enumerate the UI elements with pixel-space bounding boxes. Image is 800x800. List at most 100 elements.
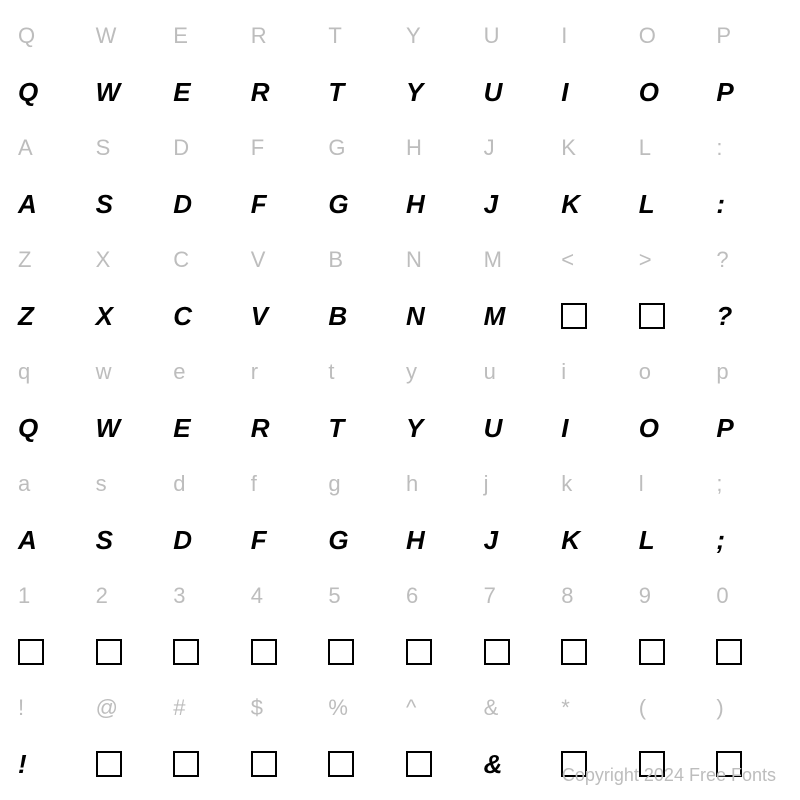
ref-char: M xyxy=(484,247,502,273)
ref-char: o xyxy=(639,359,651,385)
glyph-cell xyxy=(167,624,245,680)
ref-char: k xyxy=(561,471,572,497)
glyph-char: H xyxy=(406,189,426,220)
ref-char: < xyxy=(561,247,574,273)
glyph-cell xyxy=(12,624,90,680)
ref-char: D xyxy=(173,135,189,161)
ref-char: d xyxy=(173,471,185,497)
missing-glyph-box xyxy=(406,751,432,777)
glyph-char: Y xyxy=(406,413,424,444)
ref-cell: p xyxy=(710,344,788,400)
ref-cell: R xyxy=(245,8,323,64)
ref-cell: ; xyxy=(710,456,788,512)
ref-char: ) xyxy=(716,695,723,721)
glyph-cell: S xyxy=(90,512,168,568)
ref-cell: q xyxy=(12,344,90,400)
ref-char: Y xyxy=(406,23,421,49)
ref-char: u xyxy=(484,359,496,385)
ref-cell: 1 xyxy=(12,568,90,624)
ref-cell: o xyxy=(633,344,711,400)
glyph-char: O xyxy=(639,77,660,108)
glyph-char: U xyxy=(484,77,504,108)
ref-cell: : xyxy=(710,120,788,176)
glyph-char: V xyxy=(251,301,269,332)
glyph-cell xyxy=(245,624,323,680)
ref-cell: S xyxy=(90,120,168,176)
ref-char: 9 xyxy=(639,583,651,609)
glyph-char: P xyxy=(716,77,734,108)
ref-char: 2 xyxy=(96,583,108,609)
glyph-cell: W xyxy=(90,400,168,456)
glyph-cell xyxy=(400,736,478,792)
glyph-cell xyxy=(90,736,168,792)
ref-cell: E xyxy=(167,8,245,64)
glyph-cell: J xyxy=(478,512,556,568)
ref-cell: w xyxy=(90,344,168,400)
glyph-char: A xyxy=(18,189,38,220)
glyph-cell: Q xyxy=(12,400,90,456)
ref-char: S xyxy=(96,135,111,161)
ref-char: 7 xyxy=(484,583,496,609)
ref-cell: P xyxy=(710,8,788,64)
glyph-cell: H xyxy=(400,176,478,232)
glyph-char: T xyxy=(328,77,345,108)
ref-char: f xyxy=(251,471,257,497)
ref-char: i xyxy=(561,359,566,385)
ref-char: 4 xyxy=(251,583,263,609)
ref-char: W xyxy=(96,23,117,49)
glyph-cell: X xyxy=(90,288,168,344)
glyph-char: Q xyxy=(18,77,39,108)
ref-cell: W xyxy=(90,8,168,64)
ref-cell: g xyxy=(322,456,400,512)
ref-char: J xyxy=(484,135,495,161)
glyph-cell: Z xyxy=(12,288,90,344)
glyph-char: P xyxy=(716,413,734,444)
missing-glyph-box xyxy=(561,303,587,329)
glyph-cell: D xyxy=(167,512,245,568)
glyph-char: ? xyxy=(716,301,733,332)
ref-char: T xyxy=(328,23,341,49)
ref-cell: M xyxy=(478,232,556,288)
glyph-cell: O xyxy=(633,64,711,120)
glyph-char: I xyxy=(561,77,569,108)
glyph-char: S xyxy=(96,189,114,220)
missing-glyph-box xyxy=(328,639,354,665)
ref-cell: D xyxy=(167,120,245,176)
ref-cell: f xyxy=(245,456,323,512)
glyph-cell xyxy=(322,736,400,792)
glyph-char: ! xyxy=(18,749,28,780)
glyph-char: J xyxy=(484,189,499,220)
ref-char: ! xyxy=(18,695,24,721)
glyph-cell xyxy=(633,624,711,680)
ref-cell: @ xyxy=(90,680,168,736)
glyph-char: : xyxy=(716,189,726,220)
missing-glyph-box xyxy=(328,751,354,777)
ref-cell: K xyxy=(555,120,633,176)
glyph-cell xyxy=(167,736,245,792)
ref-cell: $ xyxy=(245,680,323,736)
glyph-cell: L xyxy=(633,176,711,232)
ref-char: h xyxy=(406,471,418,497)
glyph-char: X xyxy=(96,301,114,332)
ref-cell: L xyxy=(633,120,711,176)
ref-cell: y xyxy=(400,344,478,400)
glyph-char: U xyxy=(484,413,504,444)
ref-cell: 9 xyxy=(633,568,711,624)
glyph-char: A xyxy=(18,525,38,556)
glyph-cell xyxy=(555,624,633,680)
glyph-cell: S xyxy=(90,176,168,232)
missing-glyph-box xyxy=(173,751,199,777)
ref-cell: 4 xyxy=(245,568,323,624)
ref-cell: ? xyxy=(710,232,788,288)
ref-char: j xyxy=(484,471,489,497)
ref-cell: T xyxy=(322,8,400,64)
ref-cell: 7 xyxy=(478,568,556,624)
ref-char: N xyxy=(406,247,422,273)
glyph-char: F xyxy=(251,189,268,220)
ref-char: 8 xyxy=(561,583,573,609)
ref-char: w xyxy=(96,359,112,385)
glyph-char: M xyxy=(484,301,507,332)
glyph-cell: W xyxy=(90,64,168,120)
ref-cell: i xyxy=(555,344,633,400)
ref-char: Z xyxy=(18,247,31,273)
